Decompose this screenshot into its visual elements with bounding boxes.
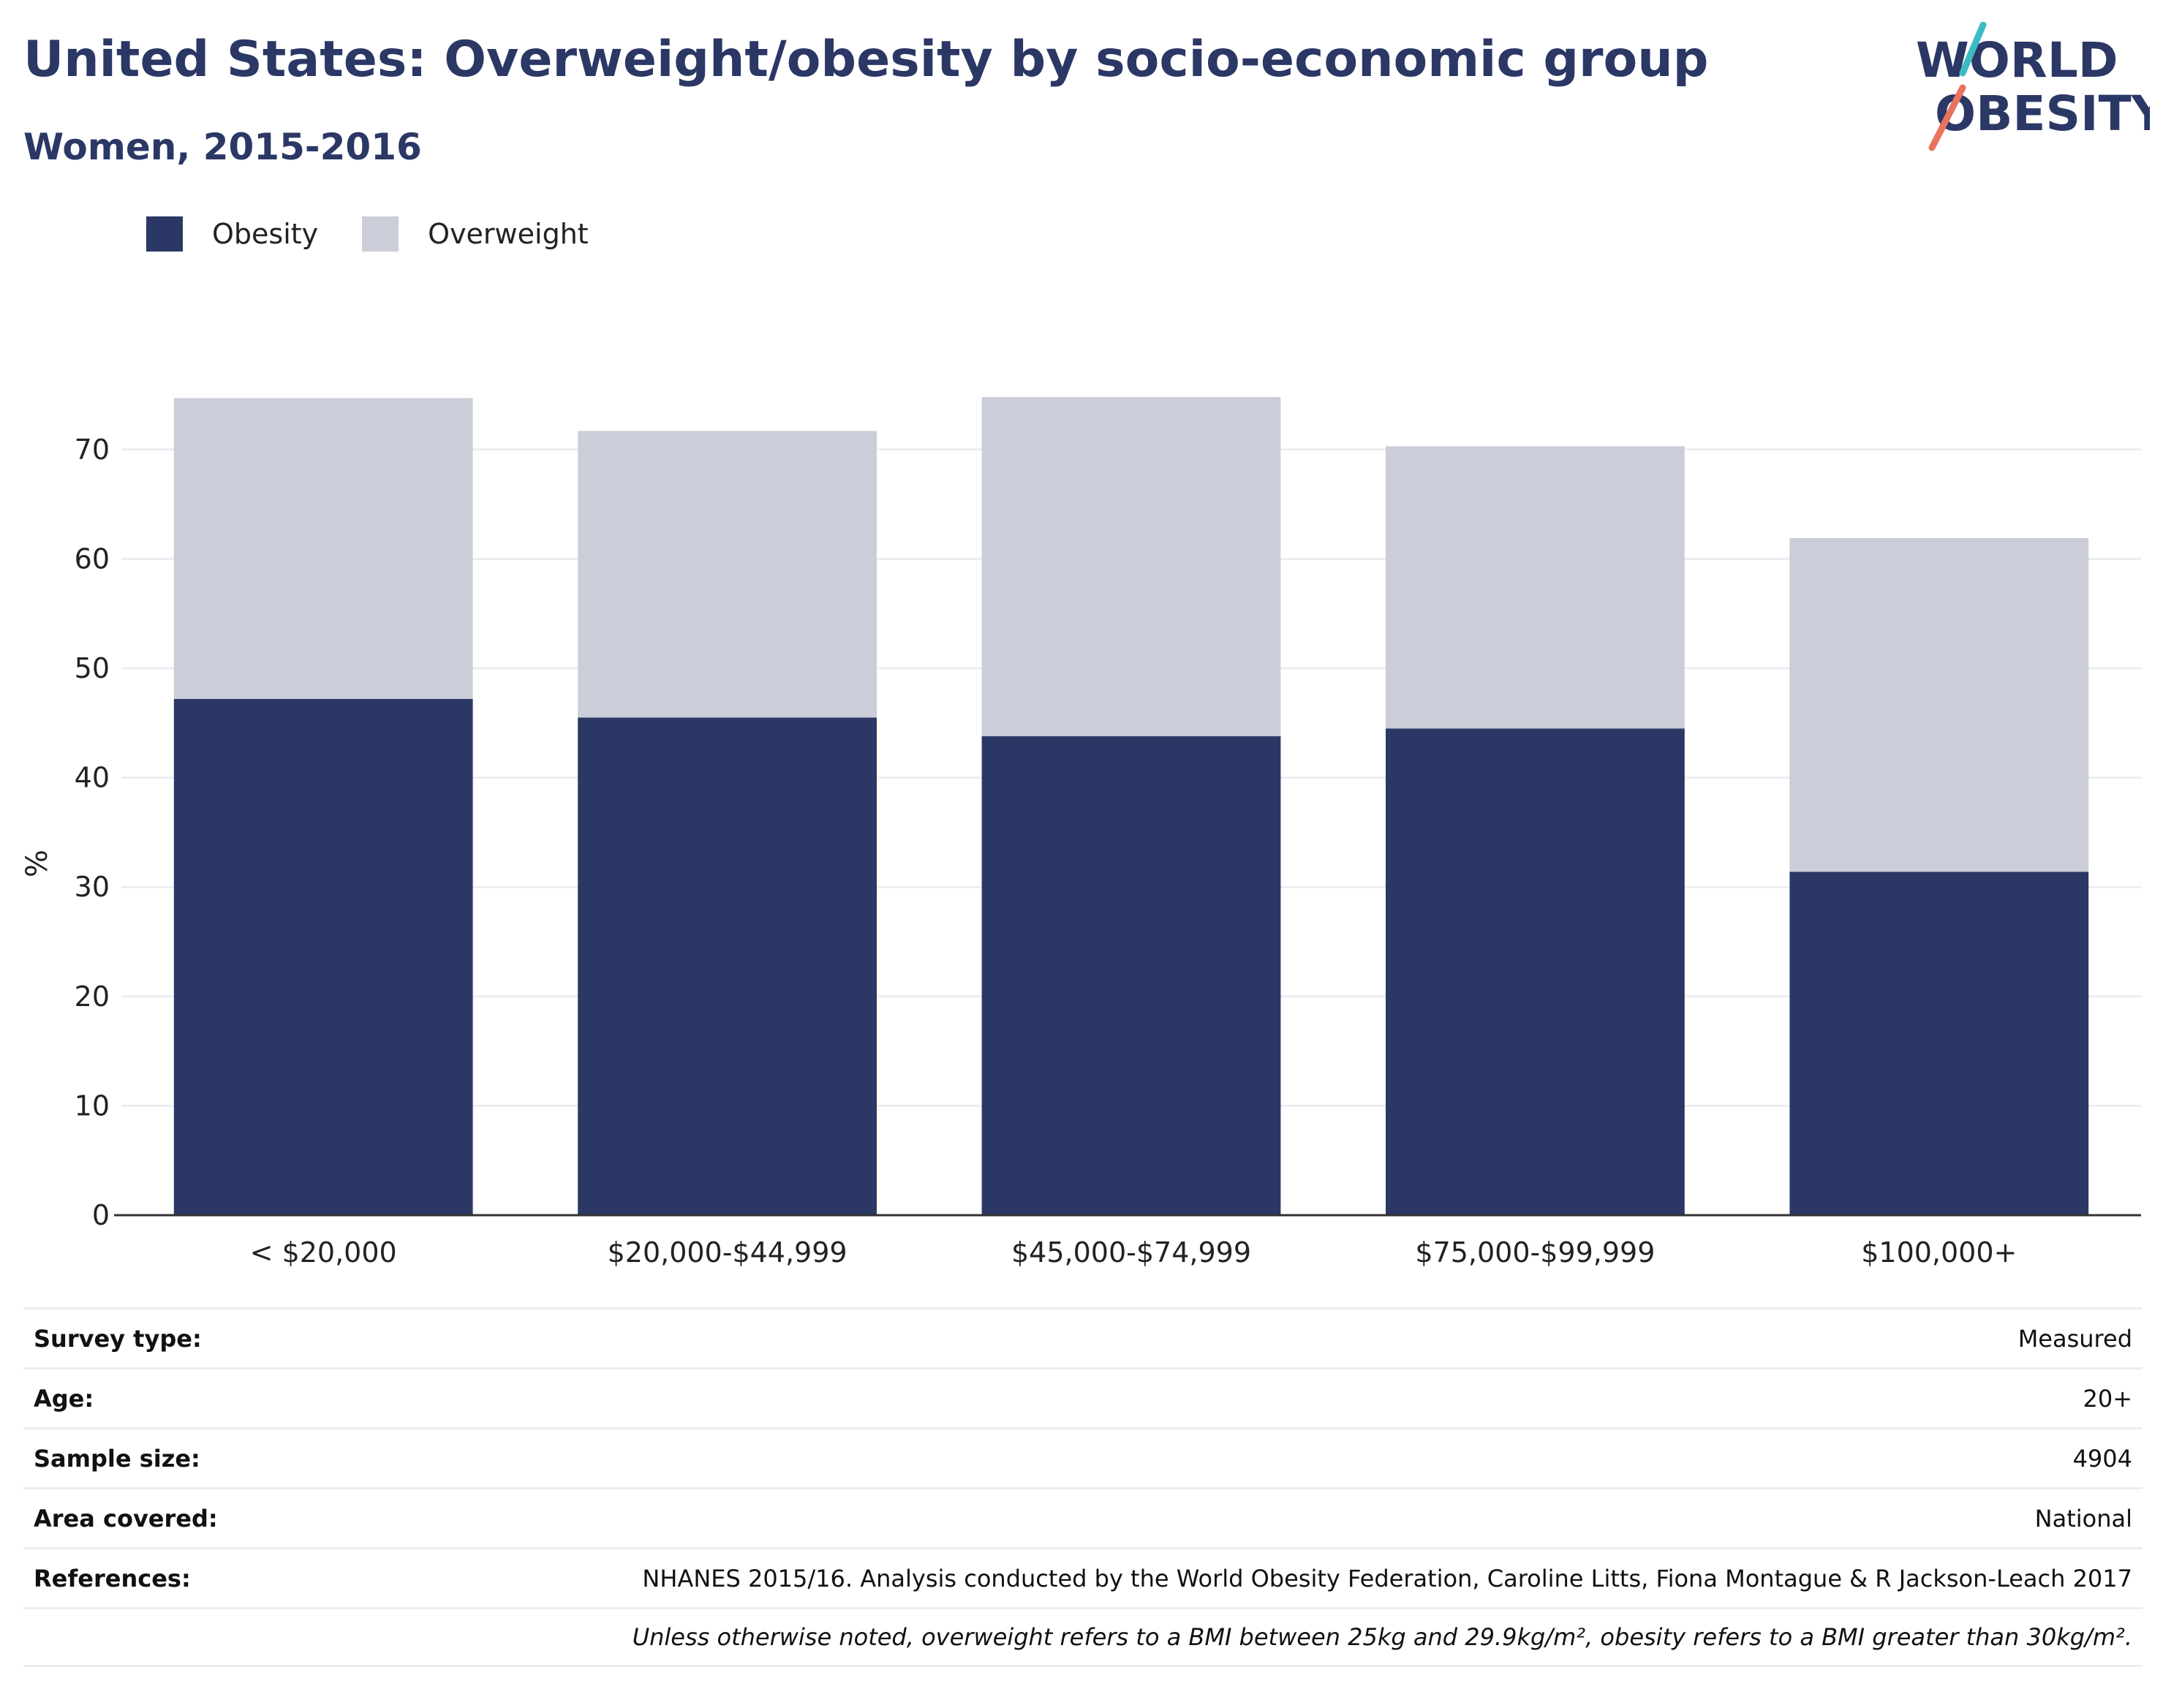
note-text: Unless otherwise noted, overweight refer… (632, 1623, 2132, 1651)
x-tick-label: < $20,000 (250, 1236, 397, 1269)
y-tick-label: 10 (75, 1089, 110, 1122)
stacked-bar-chart: 0 10 20 30 40 50 60 70% < $20,000 $20,000-$44,999… (20, 396, 2141, 1269)
bar-obesity (1789, 872, 2089, 1215)
meta-row-survey-type: Survey type: Measured (23, 1307, 2143, 1367)
bar-overweight (981, 396, 1281, 736)
legend-swatch-obesity (146, 216, 183, 252)
survey-metadata-table: Survey type: Measured Age: 20+ Sample si… (23, 1307, 2143, 1667)
meta-value: 4904 (2072, 1444, 2132, 1473)
meta-value: National (2034, 1504, 2132, 1533)
meta-label: Survey type: (34, 1324, 202, 1353)
bar-obesity (1386, 728, 1685, 1215)
meta-label: References: (34, 1564, 191, 1592)
logo-line1: WORLD (1916, 32, 2118, 88)
meta-row-area-covered: Area covered: National (23, 1487, 2143, 1547)
legend-swatch-overweight (362, 216, 399, 252)
meta-row-references: References: NHANES 2015/16. Analysis con… (23, 1547, 2143, 1607)
logo-line2: OBESITY (1935, 86, 2150, 142)
meta-label: Area covered: (34, 1504, 218, 1533)
chart-legend: Obesity Overweight (146, 216, 633, 252)
y-tick-label: 50 (75, 652, 110, 684)
chart-title: United States: Overweight/obesity by soc… (23, 31, 1709, 88)
y-tick-label: 40 (75, 762, 110, 794)
bar-overweight (1789, 537, 2089, 872)
bar-overweight (578, 431, 877, 718)
legend-item-overweight: Overweight (362, 216, 589, 252)
bar-obesity (578, 717, 877, 1215)
y-tick-label: 0 (92, 1199, 110, 1231)
y-tick-label: 30 (75, 871, 110, 903)
legend-label-overweight: Overweight (428, 218, 589, 250)
bar-obesity (981, 736, 1281, 1215)
legend-item-obesity: Obesity (146, 216, 318, 252)
legend-label-obesity: Obesity (212, 218, 319, 250)
y-tick-label: 20 (75, 980, 110, 1013)
meta-value: NHANES 2015/16. Analysis conducted by th… (642, 1564, 2132, 1592)
y-tick-label: 60 (75, 543, 110, 575)
bar-overweight (173, 398, 473, 699)
x-tick-label: $20,000-$44,999 (608, 1236, 848, 1269)
meta-row-age: Age: 20+ (23, 1367, 2143, 1427)
bar-overweight (1386, 446, 1685, 729)
meta-value: 20+ (2083, 1384, 2132, 1413)
meta-row-sample-size: Sample size: 4904 (23, 1427, 2143, 1487)
meta-label: Age: (34, 1384, 94, 1413)
x-tick-label: $100,000+ (1861, 1236, 2017, 1269)
x-tick-label: $45,000-$74,999 (1011, 1236, 1251, 1269)
bar-obesity (173, 698, 473, 1215)
x-tick-label: $75,000-$99,999 (1415, 1236, 1655, 1269)
y-axis-label: % (20, 850, 54, 877)
y-tick-label: 70 (75, 434, 110, 466)
bmi-definition-note: Unless otherwise noted, overweight refer… (23, 1607, 2143, 1667)
chart-subtitle: Women, 2015-2016 (23, 126, 422, 168)
world-obesity-logo: WORLD OBESITY (1916, 22, 2150, 151)
meta-value: Measured (2017, 1324, 2132, 1353)
meta-label: Sample size: (34, 1444, 200, 1473)
